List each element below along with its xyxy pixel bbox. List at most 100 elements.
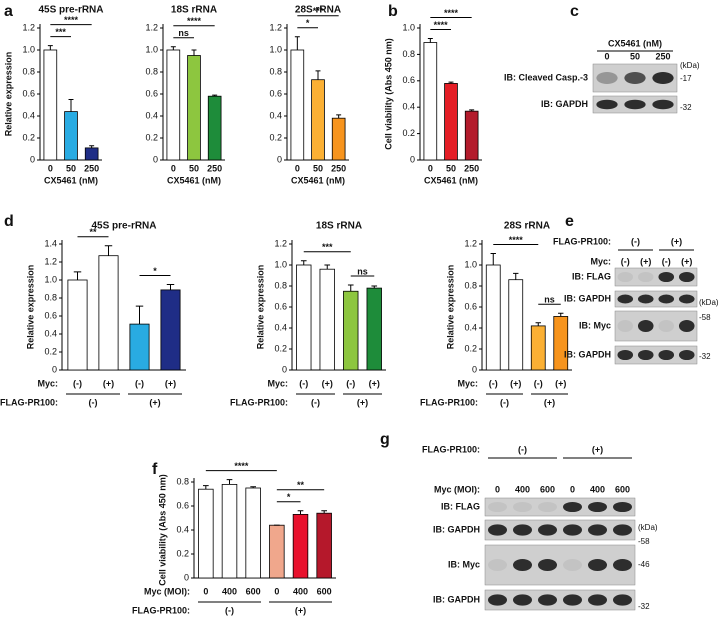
y-tick-label: 0 [153, 154, 158, 164]
bar [84, 147, 99, 161]
x-tick-label: 50 [66, 163, 76, 173]
chart-title: 28S rRNA [504, 221, 550, 232]
bar [43, 49, 58, 161]
y-tick-label: 0 [282, 364, 287, 374]
panel-label: d [4, 213, 14, 230]
bar [221, 483, 238, 579]
blot-lane: 600 [540, 484, 555, 494]
bar [290, 49, 305, 161]
x-tick-label: 600 [246, 586, 261, 596]
blot-band [513, 559, 532, 571]
blot-band [613, 501, 632, 513]
x-axis-label: CX5461 (nM) [291, 175, 345, 185]
error-bar [170, 46, 176, 50]
y-tick-label: 0.2 [402, 128, 415, 138]
y-tick-label: 1.0 [44, 274, 57, 284]
error-bar [89, 145, 95, 148]
y-axis-label: Relative expression [255, 265, 265, 350]
x-tick-label: 0 [274, 586, 279, 596]
blot-row-label: IB: Cleaved Casp.-3 [504, 72, 588, 82]
y-tick-label: 0.2 [269, 132, 282, 142]
significance-label: **** [444, 8, 459, 18]
bar [316, 512, 332, 579]
blot-lane: (+) [640, 256, 651, 266]
error-bar [250, 486, 257, 488]
bar [343, 290, 359, 371]
y-axis-label: Cell viability (Abs 450 nm) [157, 474, 167, 586]
blot-lane: 400 [515, 484, 530, 494]
y-tick-label: 0.2 [44, 346, 57, 356]
x-tick-label: 400 [293, 586, 308, 596]
y-tick-label: 1.2 [269, 22, 282, 32]
x-tick-label: 0 [428, 163, 433, 173]
y-tick-label: 0 [410, 154, 415, 164]
blot-group-label: FLAG-PR100: [553, 236, 611, 246]
blot-strip [614, 345, 698, 365]
error-bar [294, 36, 300, 50]
error-bar [347, 284, 354, 292]
blot-band [488, 524, 507, 536]
chart-title: 18S rRNA [316, 221, 362, 232]
error-bar [448, 81, 454, 84]
bar [423, 42, 438, 161]
significance-label: **** [434, 20, 449, 30]
y-tick-label: 0 [277, 154, 282, 164]
significance-label: **** [509, 235, 524, 245]
blot-band [617, 320, 634, 332]
x-tick-label: (+) [165, 378, 176, 388]
y-tick-label: 0.4 [402, 102, 415, 112]
y-tick-label: 1.0 [402, 22, 415, 32]
blot-lane-label: Myc: [590, 256, 611, 266]
blot-band [538, 594, 557, 606]
bar [207, 95, 222, 161]
error-bar [321, 510, 328, 514]
significance-label: **** [64, 15, 79, 25]
y-tick-label: 0.8 [269, 66, 282, 76]
error-bar [324, 264, 331, 270]
blot-row-label: IB: FLAG [572, 271, 611, 281]
bar [485, 264, 501, 371]
blot-band [613, 594, 632, 606]
x-tick-label: 600 [317, 586, 332, 596]
blot-band [678, 294, 695, 304]
blot-row-label: IB: GAPDH [433, 524, 480, 534]
chart-title: 28S rRNA [295, 5, 341, 16]
blot-row-label: IB: GAPDH [541, 99, 588, 109]
x-tick-label: (-) [73, 378, 82, 388]
y-tick-label: 0 [52, 364, 57, 374]
error-bar [297, 510, 304, 515]
blot-band [637, 349, 654, 361]
blot-band [596, 99, 618, 110]
blot-marker: (kDa) [638, 523, 658, 532]
blot-band [678, 320, 695, 332]
error-bar [469, 109, 475, 112]
y-tick-label: 0.8 [44, 292, 57, 302]
y-tick-label: 1.0 [145, 44, 158, 54]
x-tick-label: 400 [222, 586, 237, 596]
blot-group-label: FLAG-PR100: [422, 444, 480, 454]
x-tick-label: 0 [203, 586, 208, 596]
y-tick-label: 0.6 [274, 301, 287, 311]
x-tick-label: (+) [510, 378, 521, 388]
significance-label: **** [234, 461, 249, 471]
blot-band [652, 72, 674, 84]
group-tick-label: (-) [89, 397, 98, 407]
bar [366, 287, 382, 371]
blot-row-label: IB: GAPDH [433, 594, 480, 604]
y-tick-label: 0.6 [145, 88, 158, 98]
x-tick-label: 0 [295, 163, 300, 173]
blot-header: CX5461 (nM) [608, 38, 662, 48]
blot-band [617, 271, 634, 283]
blot-band [538, 559, 557, 571]
blot-row-label: IB: GAPDH [564, 293, 611, 303]
y-axis-label: Relative expression [3, 52, 13, 137]
bar [530, 325, 546, 371]
blot-band [513, 501, 532, 513]
blot-band [563, 524, 582, 536]
blot-band [588, 524, 607, 536]
blot-band [617, 349, 634, 361]
y-tick-label: 0 [30, 154, 35, 164]
group-tick-label: (-) [500, 397, 509, 407]
x-tick-label: (-) [135, 378, 144, 388]
